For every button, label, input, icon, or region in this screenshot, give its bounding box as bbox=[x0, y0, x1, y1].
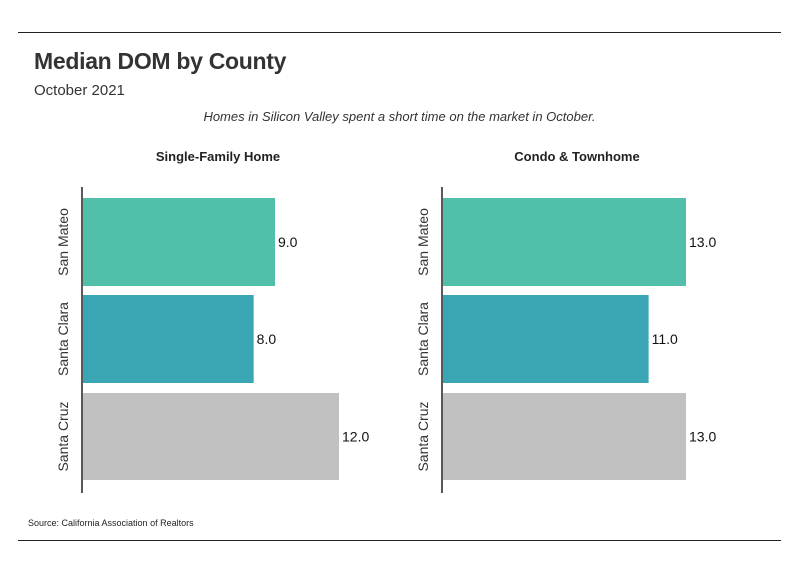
condo-townhome-panel-title: Condo & Townhome bbox=[514, 149, 639, 164]
condo-townhome-bar-santa-clara bbox=[443, 295, 649, 383]
single-family-home-bar-santa-clara bbox=[83, 295, 254, 383]
single-family-home-bar-san-mateo bbox=[83, 198, 275, 286]
single-family-home-value-label-santa-cruz: 12.0 bbox=[342, 429, 369, 445]
source-note: Source: California Association of Realto… bbox=[28, 518, 194, 528]
condo-townhome-category-label-san-mateo: San Mateo bbox=[415, 208, 431, 276]
single-family-home-value-label-san-mateo: 9.0 bbox=[278, 234, 298, 250]
top-rule bbox=[18, 32, 781, 33]
chart-subtitle: October 2021 bbox=[34, 82, 125, 99]
condo-townhome-bar-san-mateo bbox=[443, 198, 686, 286]
bottom-rule bbox=[18, 540, 781, 541]
condo-townhome-value-label-santa-cruz: 13.0 bbox=[689, 429, 716, 445]
condo-townhome-category-label-santa-clara: Santa Clara bbox=[415, 302, 431, 376]
single-family-home-value-label-santa-clara: 8.0 bbox=[257, 331, 277, 347]
single-family-home-bar-santa-cruz bbox=[83, 393, 339, 480]
single-family-home-category-label-san-mateo: San Mateo bbox=[55, 208, 71, 276]
condo-townhome-category-label-santa-cruz: Santa Cruz bbox=[415, 401, 431, 471]
chart-caption: Homes in Silicon Valley spent a short ti… bbox=[203, 109, 596, 124]
single-family-home-panel-title: Single-Family Home bbox=[156, 149, 280, 164]
single-family-home-category-label-santa-cruz: Santa Cruz bbox=[55, 401, 71, 471]
condo-townhome-value-label-san-mateo: 13.0 bbox=[689, 234, 716, 250]
condo-townhome-bar-santa-cruz bbox=[443, 393, 686, 480]
chart-title: Median DOM by County bbox=[34, 48, 287, 74]
single-family-home-category-label-santa-clara: Santa Clara bbox=[55, 302, 71, 376]
condo-townhome-value-label-santa-clara: 11.0 bbox=[652, 331, 678, 347]
